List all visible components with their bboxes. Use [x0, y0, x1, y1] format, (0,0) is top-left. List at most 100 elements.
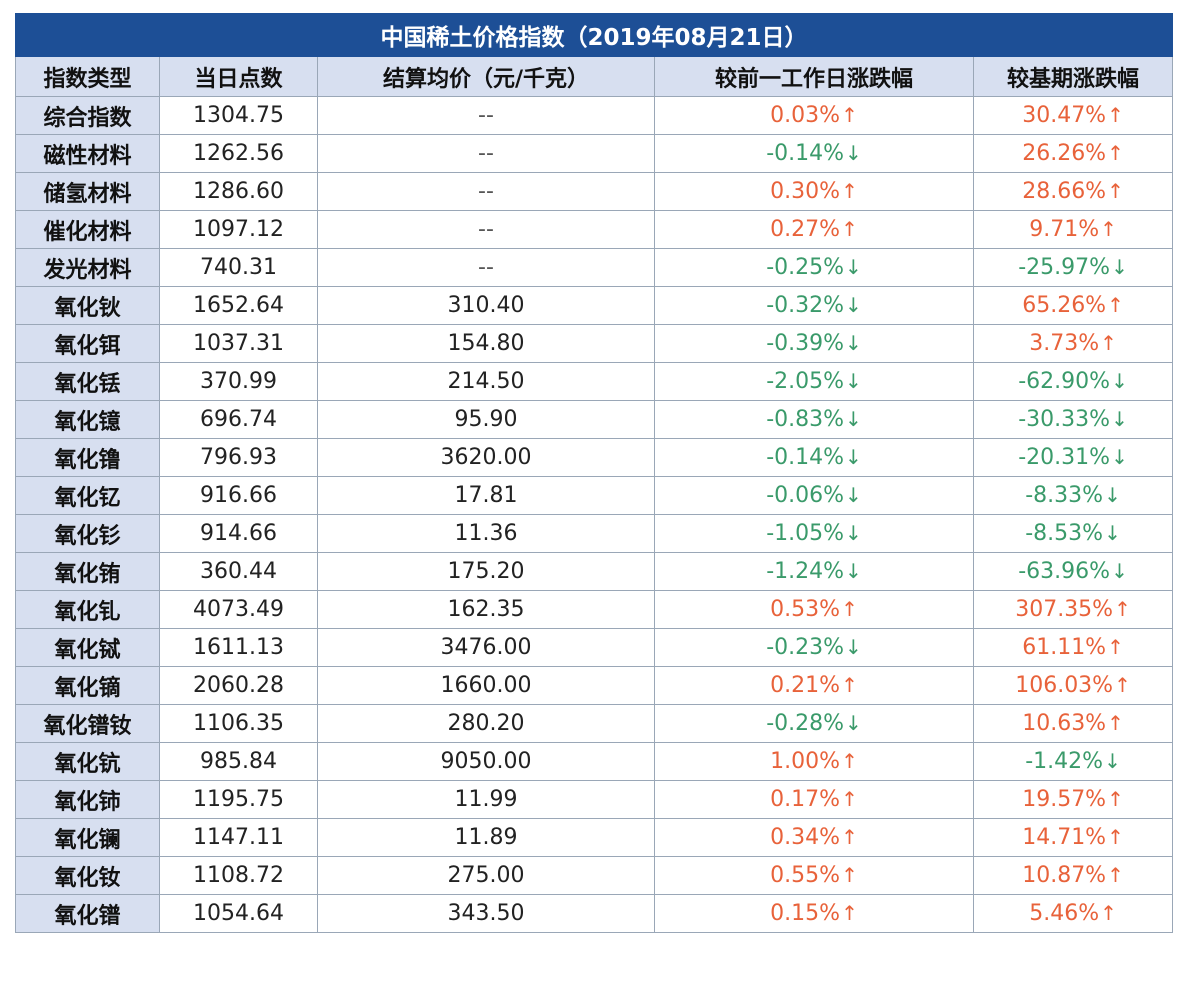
points-cell: 1611.13 [159, 628, 318, 667]
points-cell: 1054.64 [159, 894, 318, 933]
avg-price-cell: 154.80 [317, 324, 655, 363]
base-change-cell: 106.03%↑ [972, 666, 1174, 705]
points-cell: 696.74 [159, 400, 318, 439]
arrow-up-icon: ↑ [841, 863, 858, 887]
arrow-up-icon: ↑ [841, 825, 858, 849]
points-cell: 985.84 [159, 742, 318, 781]
header-points: 当日点数 [159, 56, 318, 97]
base-change-cell: -25.97%↓ [972, 248, 1174, 287]
change-value: -1.05% [766, 521, 845, 546]
table-row: 储氢材料 1286.60 -- 0.30%↑ 28.66%↑ [15, 172, 1174, 211]
day-change-cell: -0.39%↓ [654, 324, 974, 363]
arrow-down-icon: ↓ [1111, 407, 1128, 431]
table-row: 氧化镨钕 1106.35 280.20 -0.28%↓ 10.63%↑ [15, 704, 1174, 743]
table-row: 氧化铥 370.99 214.50 -2.05%↓ -62.90%↓ [15, 362, 1174, 401]
avg-price-cell: 310.40 [317, 286, 655, 325]
table-row: 氧化钬 1652.64 310.40 -0.32%↓ 65.26%↑ [15, 286, 1174, 325]
points-cell: 2060.28 [159, 666, 318, 705]
title-row: 中国稀土价格指数（2019年08月21日） [14, 13, 1174, 57]
table-body: 综合指数 1304.75 -- 0.03%↑ 30.47%↑ 磁性材料 1262.56 -- -… [15, 96, 1174, 933]
arrow-up-icon: ↑ [1100, 217, 1117, 241]
arrow-up-icon: ↑ [1107, 635, 1124, 659]
table-row: 氧化钪 985.84 9050.00 1.00%↑ -1.42%↓ [15, 742, 1174, 781]
arrow-up-icon: ↑ [1100, 901, 1117, 925]
arrow-up-icon: ↑ [1114, 673, 1131, 697]
points-cell: 1147.11 [159, 818, 318, 857]
base-change-cell: 19.57%↑ [972, 780, 1174, 819]
avg-price-cell: 17.81 [317, 476, 655, 515]
day-change-cell: -0.32%↓ [654, 286, 974, 325]
arrow-down-icon: ↓ [845, 293, 862, 317]
change-value: 28.66% [1022, 179, 1107, 204]
change-value: 307.35% [1015, 597, 1114, 622]
arrow-up-icon: ↑ [1114, 597, 1131, 621]
avg-price-cell: 214.50 [317, 362, 655, 401]
arrow-up-icon: ↑ [841, 673, 858, 697]
index-type-cell: 氧化镨钕 [15, 704, 160, 743]
table-row: 氧化镱 696.74 95.90 -0.83%↓ -30.33%↓ [15, 400, 1174, 439]
arrow-up-icon: ↑ [841, 901, 858, 925]
day-change-cell: 0.34%↑ [654, 818, 974, 857]
avg-price-cell: 175.20 [317, 552, 655, 591]
table-row: 氧化铽 1611.13 3476.00 -0.23%↓ 61.11%↑ [15, 628, 1174, 667]
arrow-down-icon: ↓ [1104, 521, 1121, 545]
points-cell: 914.66 [159, 514, 318, 553]
day-change-cell: -0.23%↓ [654, 628, 974, 667]
avg-price-cell: -- [317, 134, 655, 173]
arrow-down-icon: ↓ [845, 521, 862, 545]
points-cell: 1652.64 [159, 286, 318, 325]
index-type-cell: 氧化钆 [15, 590, 160, 629]
index-type-cell: 发光材料 [15, 248, 160, 287]
change-value: 61.11% [1022, 635, 1107, 660]
arrow-up-icon: ↑ [841, 787, 858, 811]
points-cell: 1286.60 [159, 172, 318, 211]
avg-price-cell: 11.99 [317, 780, 655, 819]
index-type-cell: 氧化钐 [15, 514, 160, 553]
table-row: 氧化钐 914.66 11.36 -1.05%↓ -8.53%↓ [15, 514, 1174, 553]
index-type-cell: 氧化铕 [15, 552, 160, 591]
base-change-cell: 14.71%↑ [972, 818, 1174, 857]
change-value: -0.25% [766, 255, 845, 280]
change-value: -30.33% [1018, 407, 1111, 432]
avg-price-cell: 343.50 [317, 894, 655, 933]
day-change-cell: -0.25%↓ [654, 248, 974, 287]
change-value: 0.53% [770, 597, 841, 622]
change-value: 9.71% [1029, 217, 1100, 242]
base-change-cell: 28.66%↑ [972, 172, 1174, 211]
arrow-down-icon: ↓ [845, 407, 862, 431]
arrow-down-icon: ↓ [1104, 483, 1121, 507]
base-change-cell: -1.42%↓ [972, 742, 1174, 781]
change-value: -8.53% [1025, 521, 1104, 546]
arrow-down-icon: ↓ [845, 559, 862, 583]
change-value: -2.05% [766, 369, 845, 394]
points-cell: 1262.56 [159, 134, 318, 173]
change-value: -0.06% [766, 483, 845, 508]
base-change-cell: -62.90%↓ [972, 362, 1174, 401]
points-cell: 370.99 [159, 362, 318, 401]
points-cell: 4073.49 [159, 590, 318, 629]
change-value: -20.31% [1018, 445, 1111, 470]
change-value: 0.30% [770, 179, 841, 204]
change-value: -0.28% [766, 711, 845, 736]
table-row: 氧化铒 1037.31 154.80 -0.39%↓ 3.73%↑ [15, 324, 1174, 363]
day-change-cell: 0.53%↑ [654, 590, 974, 629]
day-change-cell: -0.14%↓ [654, 134, 974, 173]
day-change-cell: 0.03%↑ [654, 96, 974, 135]
change-value: -25.97% [1018, 255, 1111, 280]
index-type-cell: 氧化钇 [15, 476, 160, 515]
points-cell: 740.31 [159, 248, 318, 287]
index-type-cell: 氧化镧 [15, 818, 160, 857]
avg-price-cell: 9050.00 [317, 742, 655, 781]
change-value: 0.27% [770, 217, 841, 242]
base-change-cell: -8.33%↓ [972, 476, 1174, 515]
day-change-cell: 1.00%↑ [654, 742, 974, 781]
arrow-up-icon: ↑ [1107, 293, 1124, 317]
arrow-up-icon: ↑ [841, 179, 858, 203]
base-change-cell: 30.47%↑ [972, 96, 1174, 135]
arrow-up-icon: ↑ [841, 749, 858, 773]
index-type-cell: 氧化铽 [15, 628, 160, 667]
change-value: 10.63% [1022, 711, 1107, 736]
change-value: 3.73% [1029, 331, 1100, 356]
base-change-cell: -30.33%↓ [972, 400, 1174, 439]
base-change-cell: -63.96%↓ [972, 552, 1174, 591]
